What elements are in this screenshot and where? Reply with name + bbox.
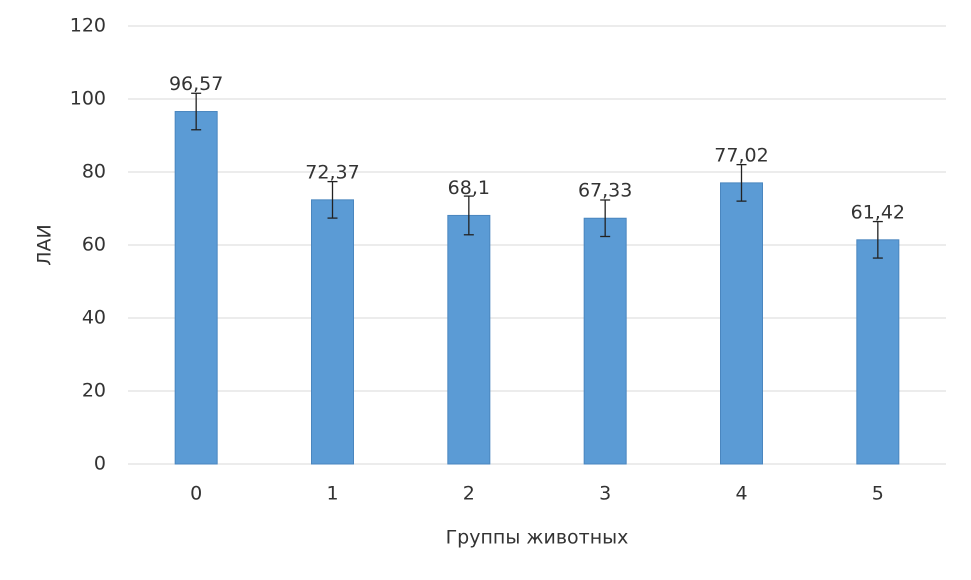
x-tick-label: 1 — [326, 483, 338, 505]
bar — [856, 239, 900, 465]
x-tick-label: 0 — [190, 483, 202, 505]
y-tick-label: 0 — [94, 453, 106, 475]
bar — [311, 199, 354, 465]
bar — [720, 182, 763, 465]
y-tick-label: 20 — [82, 380, 106, 402]
error-bar — [463, 195, 474, 236]
data-label: 77,02 — [714, 144, 768, 166]
y-tick-label: 100 — [70, 88, 106, 110]
data-label: 72,37 — [305, 161, 359, 183]
x-tick-label: 4 — [735, 483, 747, 505]
data-label: 67,33 — [578, 180, 632, 202]
x-axis-title: Группы животных — [446, 527, 629, 549]
data-label: 61,42 — [851, 201, 905, 223]
bar — [583, 217, 627, 465]
y-tick-label: 60 — [82, 234, 106, 256]
y-tick-label: 80 — [82, 161, 106, 183]
x-tick-label: 3 — [599, 483, 611, 505]
error-bar — [191, 92, 202, 131]
y-tick-label: 120 — [70, 15, 106, 37]
y-axis-title: ЛАИ — [34, 224, 56, 266]
data-label: 68,1 — [448, 177, 490, 199]
error-bar — [600, 199, 611, 238]
y-tick-label: 40 — [82, 307, 106, 329]
error-bar — [736, 163, 747, 202]
bar — [447, 214, 491, 465]
error-bar — [327, 180, 338, 219]
x-tick-label: 2 — [463, 483, 475, 505]
error-bar — [872, 220, 883, 259]
bar — [174, 111, 218, 465]
x-tick-label: 5 — [872, 483, 884, 505]
data-label: 96,57 — [169, 73, 223, 95]
